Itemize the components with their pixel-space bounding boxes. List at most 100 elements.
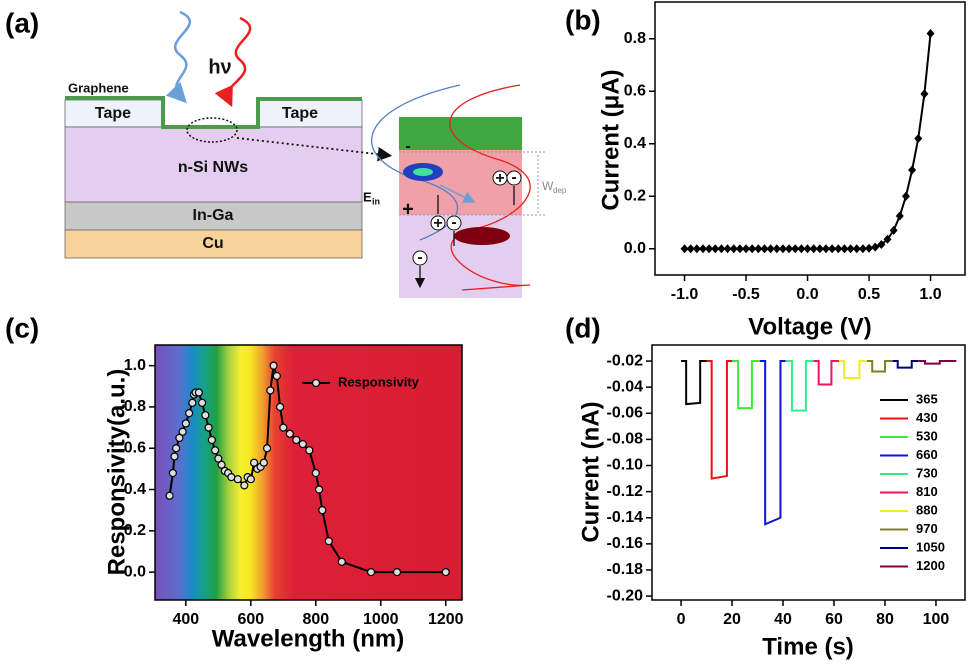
x-tick-label: 0 [677, 611, 686, 628]
marker [194, 388, 203, 397]
x-tick-label: 400 [173, 611, 200, 628]
marker [305, 446, 314, 455]
electron [506, 170, 522, 186]
cu-layer [64, 229, 363, 259]
marker [748, 244, 757, 254]
layer-label: Cu [202, 235, 223, 252]
x-tick-label: 1.0 [919, 286, 941, 303]
y-tick-label: 0.0 [124, 563, 146, 580]
marker [266, 386, 275, 395]
y-tick-label: -0.18 [607, 561, 644, 578]
marker [262, 444, 272, 453]
marker [828, 244, 837, 254]
marker [211, 446, 220, 455]
marker [249, 458, 259, 467]
marker [914, 134, 923, 143]
data-line [785, 360, 814, 412]
y-tick-label: -0.08 [607, 431, 644, 448]
x-tick-label: 40 [774, 611, 792, 628]
plot-frame [654, 1, 966, 276]
marker [742, 244, 751, 254]
marker [188, 398, 197, 407]
boundary [399, 151, 545, 216]
data-line [760, 360, 786, 526]
marker [895, 211, 904, 221]
marker [908, 165, 917, 175]
x-tick-label: 0.0 [796, 286, 818, 303]
marker [680, 244, 689, 254]
x-tick-label: 1200 [428, 611, 464, 628]
y-tick-label: 1.0 [124, 357, 146, 374]
x-tick-label: 1000 [363, 611, 399, 628]
charge: - [417, 249, 422, 266]
mode-profile [413, 168, 433, 176]
electron [446, 215, 462, 231]
panel-label: (a) [5, 7, 39, 38]
arrow [439, 184, 476, 203]
x-axis-label: Time (s) [762, 633, 854, 660]
y-axis-label: Responsivity(a.u.) [103, 369, 130, 576]
graphene-label: Graphene [68, 80, 129, 95]
x-tick-label: 20 [723, 611, 741, 628]
tape-label: Tape [282, 105, 318, 122]
x-tick-label: -0.5 [732, 286, 760, 303]
legend-label: 810 [916, 484, 938, 499]
marker [723, 244, 732, 254]
marker [920, 89, 929, 99]
layer-label: n-Si NWs [178, 159, 248, 176]
data-line [681, 360, 707, 406]
field-label: E [363, 189, 372, 204]
y-tick-label: -0.06 [607, 405, 644, 422]
marker [772, 244, 781, 254]
mode-profile [454, 227, 510, 245]
panel-label: (d) [565, 312, 601, 343]
marker [840, 244, 849, 254]
y-tick-label: 0.0 [624, 240, 646, 257]
marker [766, 244, 775, 254]
charge: + [495, 170, 504, 187]
marker [711, 244, 720, 254]
y-tick-label: 0.8 [624, 30, 646, 47]
tape-label: Tape [95, 105, 131, 122]
x-axis-label: Voltage (V) [748, 313, 872, 340]
marker [324, 537, 333, 546]
marker [889, 225, 898, 235]
marker [292, 435, 301, 445]
device-diagram: (a) Graphene Tape Tape n-Si NWs In-Ga Cu… [5, 7, 567, 298]
data-line [839, 360, 868, 380]
marker [785, 244, 794, 254]
y-axis-label: Current (nA) [577, 401, 604, 542]
electron [412, 250, 428, 266]
y-tick-label: 0.6 [624, 82, 646, 99]
plot-frame [154, 344, 463, 601]
y-tick-label: 0.4 [624, 135, 646, 152]
marker [809, 244, 818, 254]
marker [285, 429, 294, 438]
y-tick-label: -0.12 [607, 483, 644, 500]
marker [165, 491, 174, 500]
y-tick-label: -0.04 [607, 378, 644, 395]
y-tick-label: -0.10 [607, 457, 644, 474]
x-axis-label: Wavelength (nm) [212, 625, 404, 652]
marker [259, 458, 268, 467]
y-axis-label: Current (μA) [597, 69, 624, 210]
marker [178, 427, 187, 436]
legend-label: 365 [916, 391, 938, 406]
marker [172, 444, 181, 453]
x-tick-label: 80 [876, 611, 894, 628]
marker [185, 409, 194, 418]
marker [852, 244, 861, 254]
marker [858, 244, 867, 254]
charge: - [451, 214, 456, 231]
y-tick-label: 0.8 [124, 398, 146, 415]
spectrum-background [155, 345, 462, 600]
data-line [706, 360, 733, 480]
panel-label: (b) [565, 4, 601, 35]
y-tick-label: 0.2 [624, 187, 646, 204]
legend-label: 430 [916, 410, 938, 425]
tape [64, 99, 164, 128]
y-tick-label: 0.6 [124, 439, 146, 456]
marker [275, 402, 285, 412]
marker [204, 423, 213, 432]
